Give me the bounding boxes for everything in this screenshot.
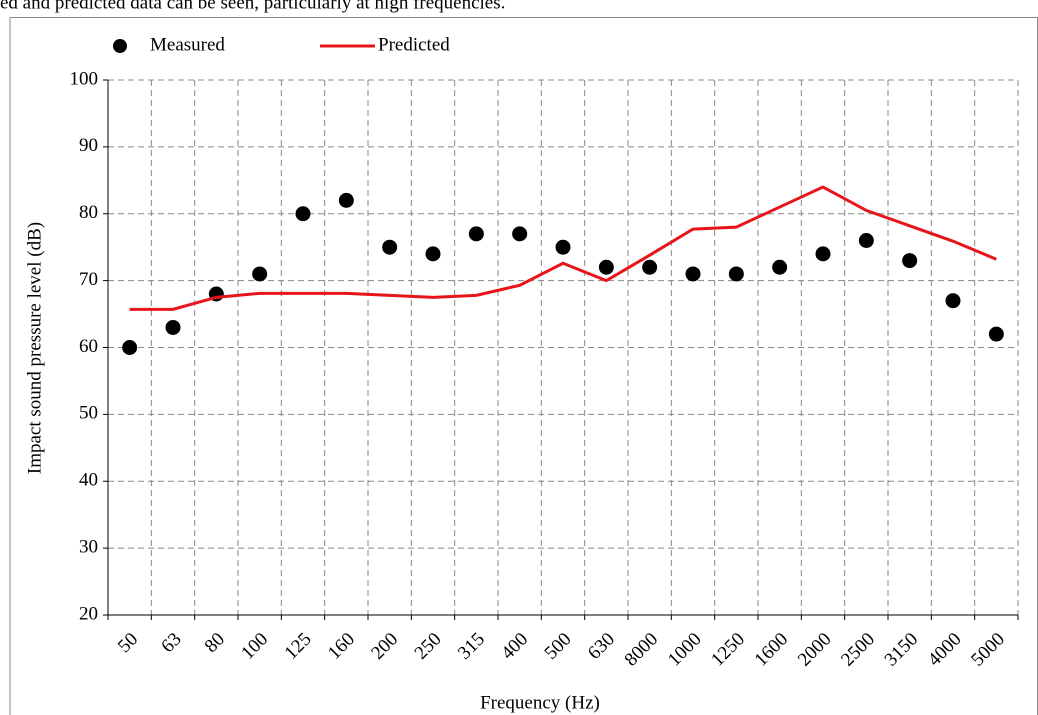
y-tick-label: 40 [79,470,98,491]
data-point [512,226,528,242]
x-tick-label: 4000 [924,629,966,671]
x-tick-label: 8000 [621,629,663,671]
x-tick-label: 160 [324,629,359,664]
data-point [902,253,918,269]
data-point [728,266,744,282]
x-tick-label: 100 [237,629,272,664]
data-point [685,266,701,282]
caption: ed and predicted data can be seen, parti… [0,0,505,13]
data-point [772,259,788,275]
y-tick-label: 100 [70,68,99,89]
y-axis-label: Impact sound pressure level (dB) [24,222,45,474]
data-point [815,246,831,262]
x-tick-label: 5000 [967,629,1009,671]
data-point [988,326,1004,342]
data-point [555,239,571,255]
x-tick-label: 125 [281,629,316,664]
chart-frame [9,17,1038,715]
data-point [338,192,354,208]
data-point [165,319,181,335]
legend-label: Measured [150,34,225,55]
data-point [252,266,268,282]
x-tick-label: 2000 [794,629,836,671]
data-point [598,259,614,275]
data-point [295,206,311,222]
y-tick-label: 90 [79,135,98,156]
y-tick-label: 60 [79,336,98,357]
y-tick-label: 70 [79,269,98,290]
data-point [642,259,658,275]
y-tick-label: 50 [79,403,98,424]
x-tick-label: 630 [584,629,619,664]
x-tick-label: 500 [541,629,576,664]
data-point [122,340,138,355]
x-tick-label: 80 [201,629,229,657]
data-point [945,293,961,309]
x-tick-label: 1250 [707,629,749,671]
x-tick-label: 400 [497,629,532,664]
x-tick-label: 63 [157,629,185,657]
x-tick-label: 2500 [837,629,879,671]
x-tick-label: 3150 [881,629,923,671]
legend-marker [113,39,127,53]
x-tick-label: 1000 [664,629,706,671]
x-tick-label: 250 [411,629,446,664]
y-tick-label: 20 [79,603,98,624]
y-tick-label: 30 [79,536,98,557]
x-tick-label: 200 [367,629,402,664]
x-tick-label: 315 [454,629,489,664]
data-point [468,226,484,242]
x-tick-label: 1600 [751,629,793,671]
data-point [425,246,441,262]
x-axis-label: Frequency (Hz) [480,692,600,713]
data-line [129,185,997,311]
legend-label: Predicted [378,34,450,55]
x-tick-label: 50 [114,629,142,657]
y-tick-label: 80 [79,202,98,223]
data-point [858,233,874,248]
data-point [382,239,398,255]
